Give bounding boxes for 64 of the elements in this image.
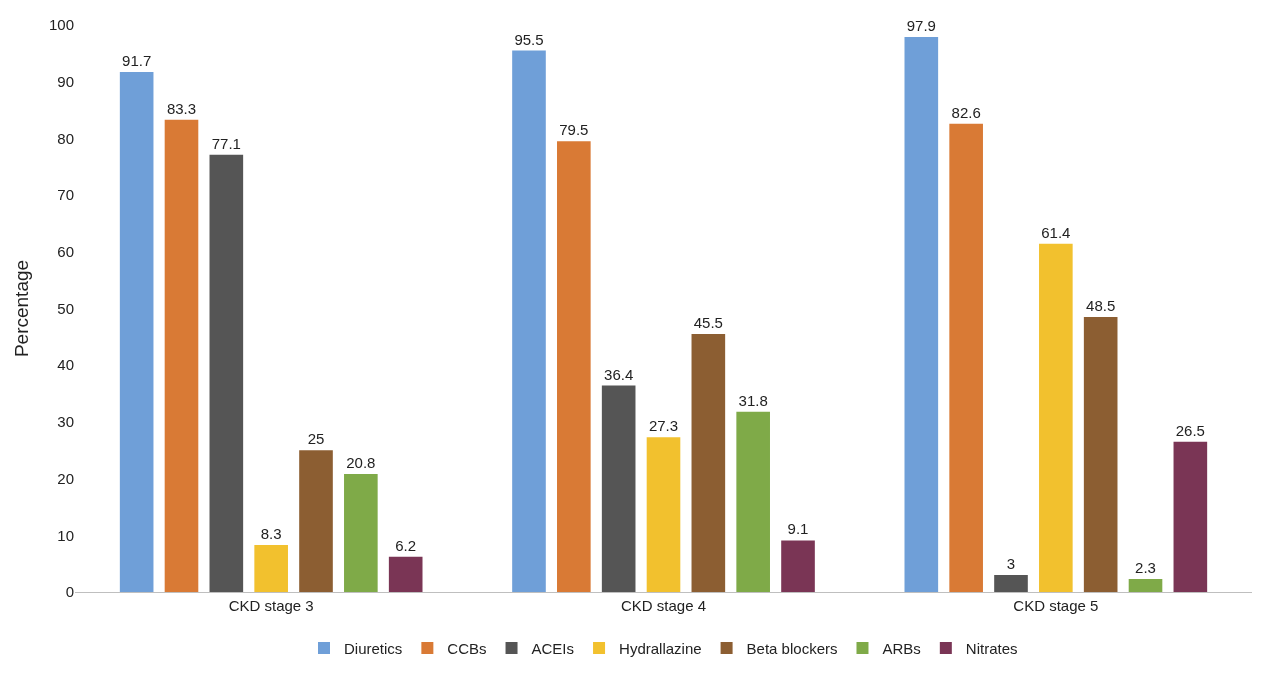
bar xyxy=(254,544,288,592)
data-label: 45.5 xyxy=(693,314,723,332)
bar xyxy=(1173,441,1208,592)
data-label: 77.1 xyxy=(211,134,241,152)
data-label: 26.5 xyxy=(1175,421,1205,439)
legend-label: Beta blockers xyxy=(746,639,838,657)
legend-label: Diuretics xyxy=(344,639,403,657)
legend-label: ACEIs xyxy=(531,639,575,657)
bar xyxy=(512,50,546,592)
data-label: 8.3 xyxy=(260,524,282,542)
data-label: 97.9 xyxy=(906,16,936,34)
y-tick-label: 70 xyxy=(57,186,74,204)
legend-label: CCBs xyxy=(447,639,487,657)
x-tick-label: CKD stage 3 xyxy=(228,597,314,614)
y-tick-label: 40 xyxy=(57,356,74,374)
legend-label: ARBs xyxy=(882,639,921,657)
bar xyxy=(691,334,726,592)
y-tick-label: 30 xyxy=(57,413,74,431)
data-label: 3 xyxy=(1006,554,1016,572)
x-tick-label: CKD stage 5 xyxy=(1013,597,1099,614)
bar xyxy=(601,385,636,592)
bar xyxy=(646,437,681,592)
bar xyxy=(119,72,154,592)
data-label: 6.2 xyxy=(395,536,417,554)
bar xyxy=(209,154,244,592)
bar xyxy=(164,119,199,592)
y-tick-label: 60 xyxy=(57,243,74,261)
bar xyxy=(994,574,1028,592)
bar xyxy=(904,36,939,592)
bar xyxy=(388,556,423,592)
data-label: 48.5 xyxy=(1086,297,1116,315)
bar xyxy=(299,450,333,592)
bar xyxy=(1039,243,1073,592)
data-label: 31.8 xyxy=(738,391,768,409)
bar xyxy=(557,141,591,592)
data-label: 9.1 xyxy=(787,520,809,538)
y-tick-label: 0 xyxy=(65,583,74,601)
data-label: 91.7 xyxy=(122,52,152,70)
y-tick-label: 50 xyxy=(57,299,74,317)
bar xyxy=(781,540,815,592)
data-label: 25 xyxy=(307,430,325,448)
data-label: 36.4 xyxy=(604,365,634,383)
bar xyxy=(1083,317,1118,592)
data-label: 61.4 xyxy=(1041,223,1071,241)
data-label: 95.5 xyxy=(514,30,544,48)
bar xyxy=(1128,578,1163,592)
y-tick-label: 100 xyxy=(48,16,74,34)
y-tick-label: 20 xyxy=(57,469,74,487)
y-tick-label: 80 xyxy=(57,129,74,147)
y-tick-label: 10 xyxy=(57,526,74,544)
data-label: 79.5 xyxy=(559,121,589,139)
bar xyxy=(344,474,378,592)
data-label: 83.3 xyxy=(166,99,197,117)
data-label: 82.6 xyxy=(951,103,981,121)
bar xyxy=(949,123,983,592)
y-tick-label: 90 xyxy=(57,72,74,90)
legend-label: Hydrallazine xyxy=(619,639,702,657)
data-label: 20.8 xyxy=(346,454,376,472)
legend-label: Nitrates xyxy=(965,639,1018,657)
y-axis-title: Percentage xyxy=(10,259,32,358)
data-label: 27.3 xyxy=(648,417,679,435)
x-tick-label: CKD stage 4 xyxy=(620,597,707,614)
data-label: 2.3 xyxy=(1135,558,1156,576)
bar xyxy=(736,411,770,592)
